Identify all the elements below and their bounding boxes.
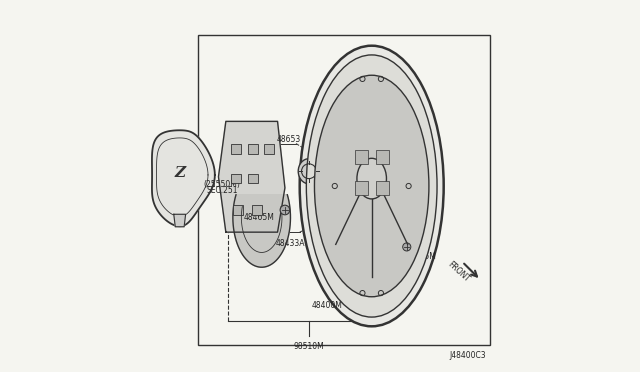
Text: 48400M: 48400M [312,301,343,311]
Ellipse shape [307,55,437,317]
Polygon shape [233,195,291,267]
Text: SEC.251: SEC.251 [207,186,238,195]
Ellipse shape [298,159,319,184]
Bar [264,144,274,154]
Ellipse shape [357,158,387,199]
Circle shape [280,205,290,215]
Text: 48+33A: 48+33A [382,222,413,231]
Text: J48400C3: J48400C3 [449,351,486,360]
Ellipse shape [314,75,429,297]
Bar [230,174,241,183]
Bar [355,150,367,164]
Text: 48433A: 48433A [276,239,305,248]
Bar [233,205,243,215]
Text: 48465M: 48465M [406,251,437,261]
Circle shape [403,243,411,251]
Bar [376,181,388,195]
Bar [248,144,258,154]
Text: 48465M: 48465M [244,213,275,222]
Bar [252,205,262,215]
Bar [376,150,388,164]
Polygon shape [218,121,285,232]
Bar [230,144,241,154]
Text: Z: Z [174,166,185,180]
Bar [198,35,490,345]
Bar [248,174,258,183]
Text: 48653: 48653 [276,135,301,144]
Polygon shape [174,214,186,227]
Bar [355,181,367,195]
Text: (25550M): (25550M) [204,180,241,189]
Text: FRONT: FRONT [446,260,471,284]
Polygon shape [152,130,215,226]
Text: 98510M: 98510M [294,343,324,352]
Ellipse shape [300,46,444,326]
